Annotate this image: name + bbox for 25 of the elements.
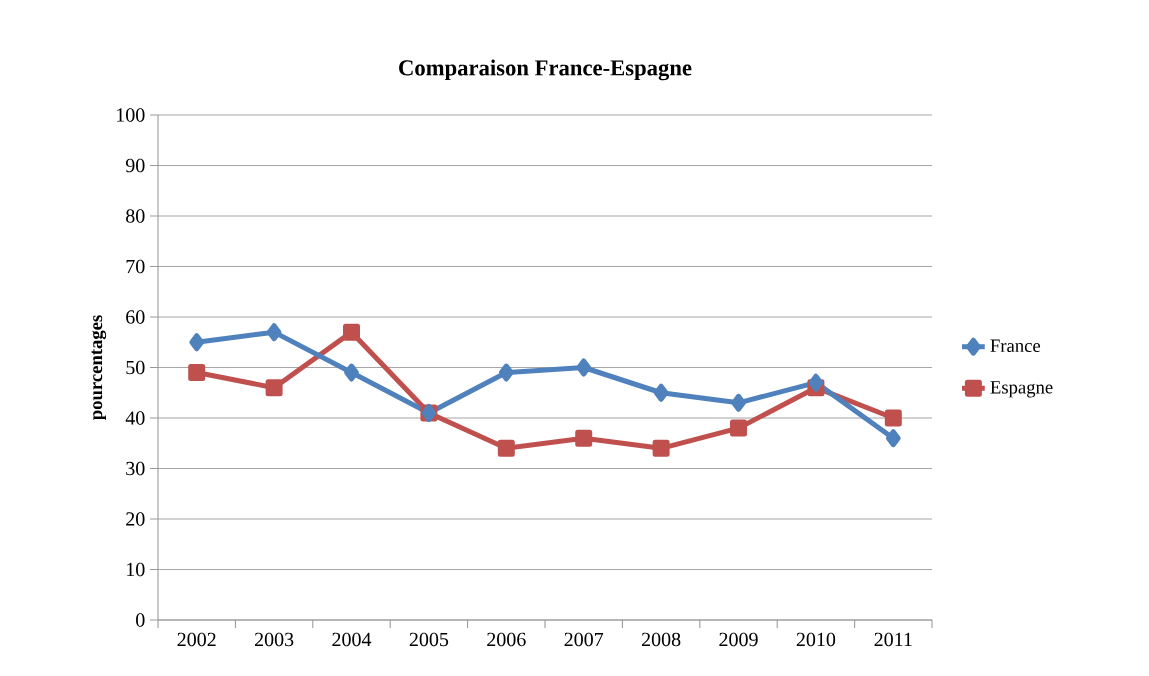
- y-axis-title: pourcentages: [91, 315, 107, 420]
- x-tick-label: 2003: [254, 632, 294, 647]
- x-tick-label: 2008: [641, 632, 681, 647]
- y-tick-label: 80: [126, 209, 145, 223]
- y-tick-label: 60: [126, 310, 145, 324]
- y-tick-label: 10: [127, 562, 145, 577]
- x-tick-label: 2005: [409, 632, 449, 647]
- x-tick-label: 2004: [332, 632, 372, 647]
- y-tick-label: 20: [126, 512, 145, 526]
- y-tick-label: 0: [136, 613, 145, 627]
- x-tick-label: 2006: [487, 632, 526, 647]
- y-tick-label: 70: [126, 259, 145, 274]
- x-tick-label: 2009: [719, 632, 758, 647]
- x-tick-label: 2002: [177, 632, 216, 647]
- y-tick-label: 90: [125, 158, 145, 173]
- chart-title: Comparaison France-Espagne: [399, 59, 692, 81]
- x-tick-label: 2007: [564, 632, 604, 647]
- legend-label: Espagne: [990, 381, 1053, 398]
- legend-label: France: [990, 339, 1041, 353]
- y-tick-label: 50: [126, 360, 145, 375]
- y-tick-label: 30: [126, 461, 145, 476]
- x-tick-label: 2010: [796, 632, 836, 647]
- y-tick-label: 100: [117, 108, 145, 122]
- y-tick-label: 40: [125, 411, 145, 425]
- x-tick-label: 2011: [874, 632, 912, 647]
